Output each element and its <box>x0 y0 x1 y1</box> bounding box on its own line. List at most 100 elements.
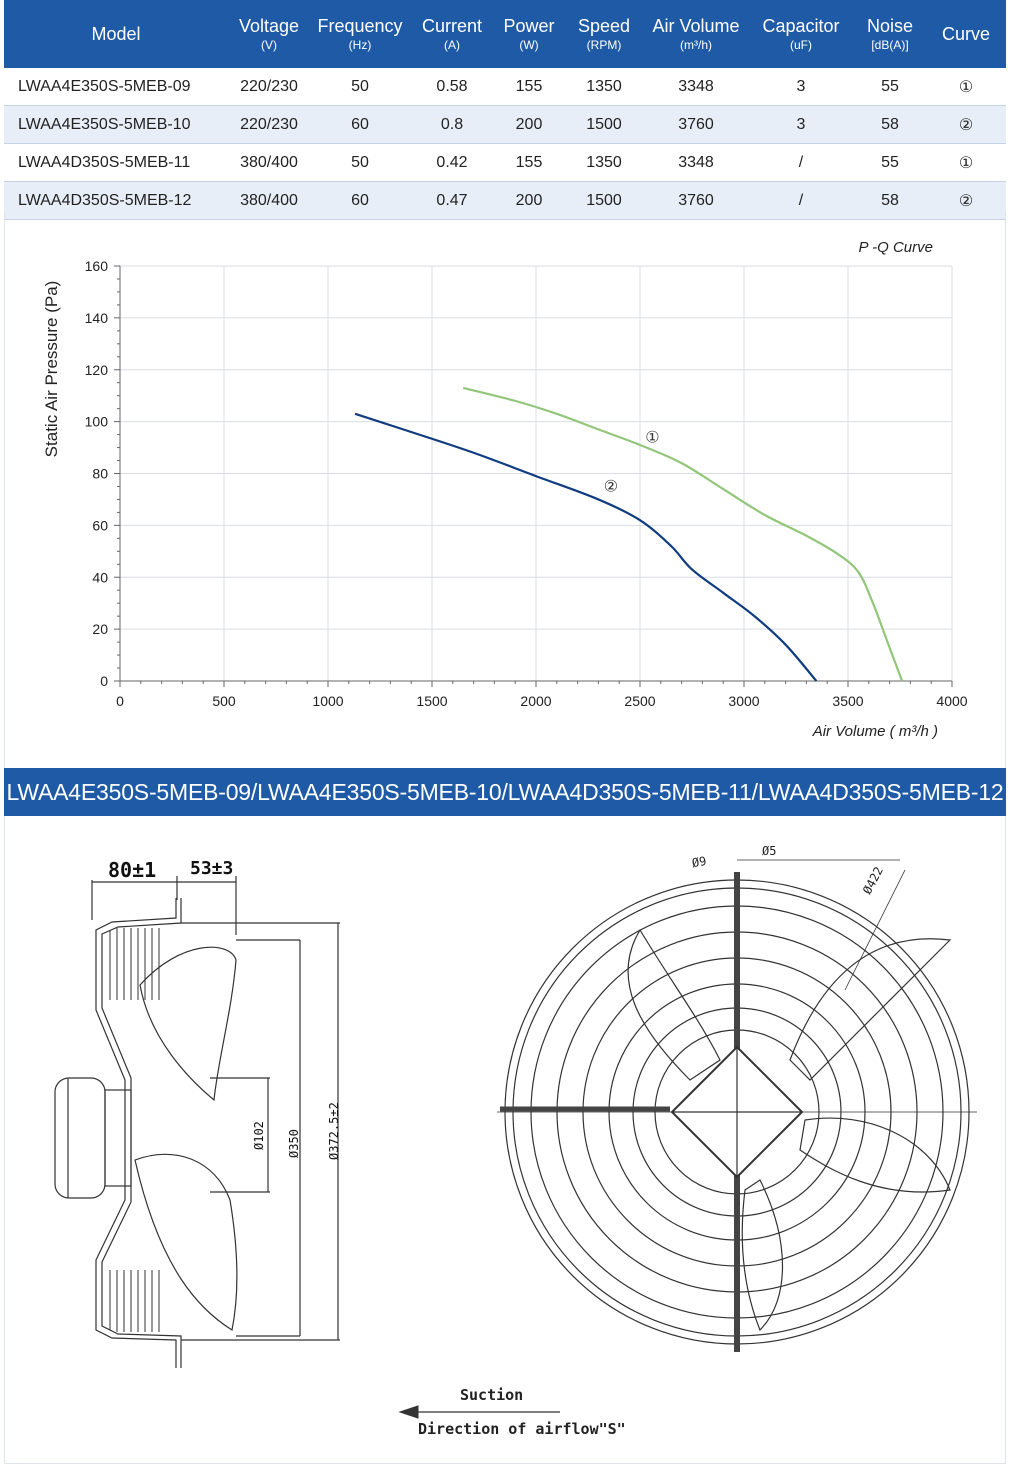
cell-speed: 1350 <box>564 68 644 106</box>
cell-air-volume: 3760 <box>644 181 748 220</box>
x-tick-label: 2000 <box>520 693 551 709</box>
dim-80: 80±1 <box>108 858 157 882</box>
suction-label: Suction <box>460 1386 524 1404</box>
series-line-2 <box>354 412 818 682</box>
cell-curve: ② <box>926 181 1006 220</box>
curve-annotation-2: ② <box>604 479 618 496</box>
spec-table: Model Voltage (V) Frequency (Hz) Current (A… <box>4 0 1006 220</box>
dim-diameter-350: Ø350 <box>287 1129 301 1158</box>
x-tick-label: 4000 <box>936 693 967 709</box>
series-line-1 <box>462 386 904 682</box>
chart-frame <box>4 212 1006 768</box>
header-air-volume: Air Volume (m³/h) <box>644 0 748 68</box>
header-speed: Speed (RPM) <box>564 0 644 68</box>
y-tick-label: 100 <box>85 414 109 430</box>
cell-capacitor: / <box>748 143 854 182</box>
cell-power: 155 <box>494 68 564 106</box>
y-tick-label: 80 <box>92 466 108 482</box>
cell-current: 0.42 <box>410 143 494 182</box>
cell-capacitor: / <box>748 181 854 220</box>
x-axis-label: Air Volume ( m³/h ) <box>812 723 938 740</box>
table-row: LWAA4E350S-5MEB-10 220/230 60 0.8 200 15… <box>4 105 1006 144</box>
fan-dimension-drawing <box>54 859 977 1419</box>
x-tick-label: 1500 <box>416 693 447 709</box>
cell-noise: 58 <box>854 181 926 220</box>
cell-voltage: 380/400 <box>228 143 310 182</box>
cell-frequency: 50 <box>310 143 410 182</box>
drawing-title-bar: LWAA4E350S-5MEB-09/LWAA4E350S-5MEB-10/LW… <box>4 768 1006 816</box>
cell-frequency: 60 <box>310 181 410 220</box>
cell-model: LWAA4E350S-5MEB-10 <box>4 105 228 144</box>
cell-curve: ① <box>926 68 1006 106</box>
header-curve: Curve <box>926 0 1006 68</box>
front-view-drawing <box>497 859 977 1352</box>
cell-curve: ② <box>926 105 1006 144</box>
cell-model: LWAA4D350S-5MEB-12 <box>4 181 228 220</box>
cell-noise: 55 <box>854 143 926 182</box>
cell-voltage: 220/230 <box>228 68 310 106</box>
table-header-row: Model Voltage (V) Frequency (Hz) Current (A… <box>4 0 1006 68</box>
cell-current: 0.58 <box>410 68 494 106</box>
airflow-direction-label: Direction of airflow"S" <box>418 1420 626 1438</box>
cell-current: 0.8 <box>410 105 494 144</box>
header-noise: Noise [dB(A)] <box>854 0 926 68</box>
chart-title: P -Q Curve <box>859 239 933 256</box>
x-tick-label: 3500 <box>832 693 863 709</box>
header-model: Model <box>4 0 228 68</box>
cell-speed: 1350 <box>564 143 644 182</box>
cell-noise: 58 <box>854 105 926 144</box>
cell-power: 155 <box>494 143 564 182</box>
header-current: Current (A) <box>410 0 494 68</box>
y-tick-label: 20 <box>92 621 108 637</box>
curve-annotation-1: ① <box>645 429 659 446</box>
cell-speed: 1500 <box>564 181 644 220</box>
header-voltage: Voltage (V) <box>228 0 310 68</box>
dim-phi9: Ø9 <box>690 853 708 871</box>
y-tick-label: 120 <box>85 362 109 378</box>
cell-frequency: 60 <box>310 105 410 144</box>
series-layer <box>354 386 904 682</box>
x-tick-label: 3000 <box>728 693 759 709</box>
cell-capacitor: 3 <box>748 68 854 106</box>
drawing-frame <box>4 816 1006 1464</box>
pq-chart: 0 500 1000 1500 2000 2500 3000 3500 4000 0 20 40 60 8… <box>42 239 968 740</box>
x-tick-label: 500 <box>212 693 236 709</box>
header-power: Power (W) <box>494 0 564 68</box>
cell-capacitor: 3 <box>748 105 854 144</box>
y-axis-label: Static Air Pressure (Pa) <box>42 281 61 458</box>
cell-air-volume: 3348 <box>644 68 748 106</box>
cell-voltage: 220/230 <box>228 105 310 144</box>
cell-curve: ① <box>926 143 1006 182</box>
y-tick-label: 0 <box>100 673 108 689</box>
y-tick-label: 40 <box>92 569 108 585</box>
dim-diameter-102: Ø102 <box>252 1121 266 1150</box>
dim-53: 53±3 <box>190 858 234 879</box>
x-tick-label: 2500 <box>624 693 655 709</box>
cell-current: 0.47 <box>410 181 494 220</box>
cell-speed: 1500 <box>564 105 644 144</box>
cell-air-volume: 3760 <box>644 105 748 144</box>
cell-air-volume: 3348 <box>644 143 748 182</box>
side-view-drawing <box>54 876 340 1368</box>
cell-noise: 55 <box>854 68 926 106</box>
labels-layer: 0 500 1000 1500 2000 2500 3000 3500 4000 0 20 40 60 8… <box>85 258 968 709</box>
header-capacitor: Capacitor (uF) <box>748 0 854 68</box>
cell-power: 200 <box>494 105 564 144</box>
cell-voltage: 380/400 <box>228 181 310 220</box>
dim-diameter-372: Ø372.5±2 <box>327 1102 341 1160</box>
table-row: LWAA4D350S-5MEB-11 380/400 50 0.42 155 1… <box>4 143 1006 182</box>
y-tick-label: 60 <box>92 517 108 533</box>
airflow-arrow <box>398 1405 560 1419</box>
x-tick-label: 1000 <box>312 693 343 709</box>
cell-power: 200 <box>494 181 564 220</box>
cell-model: LWAA4E350S-5MEB-09 <box>4 68 228 106</box>
axes-layer <box>114 265 953 687</box>
x-tick-label: 0 <box>116 693 124 709</box>
grid-layer <box>120 265 953 681</box>
cell-frequency: 50 <box>310 68 410 106</box>
cell-model: LWAA4D350S-5MEB-11 <box>4 143 228 182</box>
table-row: LWAA4D350S-5MEB-12 380/400 60 0.47 200 1… <box>4 181 1006 220</box>
y-tick-label: 140 <box>85 310 109 326</box>
table-row: LWAA4E350S-5MEB-09 220/230 50 0.58 155 1… <box>4 68 1006 106</box>
dim-phi5: Ø5 <box>762 844 777 858</box>
